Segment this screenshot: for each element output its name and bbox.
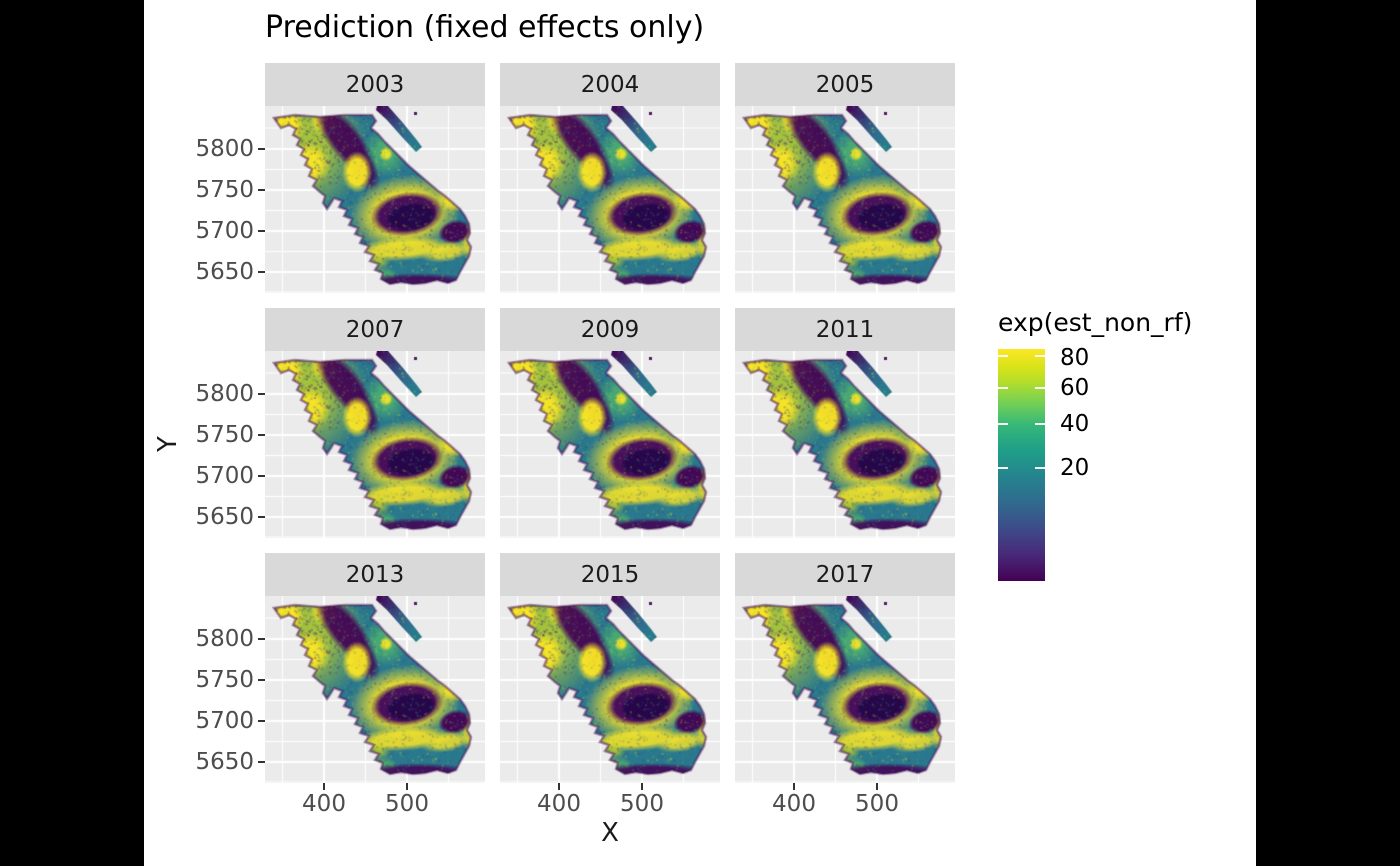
y-tick-label: 5800 bbox=[195, 626, 254, 652]
plot-figure: Prediction (fixed effects only) 2003 2004… bbox=[144, 0, 1256, 866]
map-canvas-2004 bbox=[500, 106, 720, 293]
y-tick-mark bbox=[258, 475, 265, 477]
map-canvas-2007 bbox=[265, 351, 485, 538]
facet-strip-2004: 2004 bbox=[500, 63, 720, 106]
legend-tick-mark bbox=[998, 467, 1008, 469]
facet-panel-2017 bbox=[735, 596, 955, 783]
x-tick-label: 500 bbox=[620, 791, 664, 817]
y-tick-mark bbox=[258, 516, 265, 518]
y-tick-mark bbox=[258, 720, 265, 722]
map-canvas-2011 bbox=[735, 351, 955, 538]
facet-strip-label: 2003 bbox=[345, 71, 405, 98]
x-axis-title: X bbox=[601, 818, 619, 848]
facet-panel-2005 bbox=[735, 106, 955, 293]
legend-tick-label: 60 bbox=[1060, 375, 1090, 401]
x-tick-label: 500 bbox=[855, 791, 899, 817]
plot-title: Prediction (fixed effects only) bbox=[265, 10, 705, 45]
x-tick-label: 400 bbox=[302, 791, 346, 817]
facet-strip-label: 2017 bbox=[815, 561, 875, 588]
facet-strip-2005: 2005 bbox=[735, 63, 955, 106]
y-tick-label: 5750 bbox=[195, 667, 254, 693]
facet-strip-2017: 2017 bbox=[735, 553, 955, 596]
y-tick-label: 5650 bbox=[195, 749, 254, 775]
facet-panel-2003 bbox=[265, 106, 485, 293]
facet-strip-label: 2005 bbox=[815, 71, 875, 98]
facet-strip-2015: 2015 bbox=[500, 553, 720, 596]
x-tick-mark bbox=[406, 783, 408, 790]
x-tick-label: 400 bbox=[537, 791, 581, 817]
x-tick-mark bbox=[323, 783, 325, 790]
y-tick-mark bbox=[258, 761, 265, 763]
legend-tick-mark bbox=[998, 355, 1008, 357]
legend-tick-label: 80 bbox=[1060, 345, 1090, 371]
y-tick-label: 5750 bbox=[195, 177, 254, 203]
y-tick-mark bbox=[258, 189, 265, 191]
y-tick-mark bbox=[258, 434, 265, 436]
facet-panel-2013 bbox=[265, 596, 485, 783]
facet-panel-2011 bbox=[735, 351, 955, 538]
y-tick-label: 5700 bbox=[195, 463, 254, 489]
y-tick-label: 5650 bbox=[195, 259, 254, 285]
legend-tick-mark bbox=[1035, 467, 1045, 469]
facet-strip-label: 2015 bbox=[580, 561, 640, 588]
y-tick-label: 5650 bbox=[195, 504, 254, 530]
y-tick-label: 5800 bbox=[195, 381, 254, 407]
x-tick-mark bbox=[876, 783, 878, 790]
x-tick-mark bbox=[558, 783, 560, 790]
y-tick-mark bbox=[258, 638, 265, 640]
facet-panel-2009 bbox=[500, 351, 720, 538]
y-tick-mark bbox=[258, 679, 265, 681]
facet-panel-2015 bbox=[500, 596, 720, 783]
facet-strip-label: 2011 bbox=[815, 316, 875, 343]
legend-tick-label: 40 bbox=[1060, 411, 1090, 437]
legend-tick-mark bbox=[1035, 387, 1045, 389]
facet-strip-label: 2009 bbox=[580, 316, 640, 343]
y-tick-label: 5700 bbox=[195, 708, 254, 734]
legend-tick-label: 20 bbox=[1060, 455, 1090, 481]
legend-tick-mark bbox=[1035, 423, 1045, 425]
map-canvas-2003 bbox=[265, 106, 485, 293]
facet-strip-2011: 2011 bbox=[735, 308, 955, 351]
x-tick-mark bbox=[793, 783, 795, 790]
legend-tick-mark bbox=[998, 387, 1008, 389]
facet-strip-2003: 2003 bbox=[265, 63, 485, 106]
y-axis-title: Y bbox=[153, 436, 183, 452]
y-tick-label: 5800 bbox=[195, 136, 254, 162]
facet-strip-2013: 2013 bbox=[265, 553, 485, 596]
y-tick-mark bbox=[258, 230, 265, 232]
facet-strip-label: 2007 bbox=[345, 316, 405, 343]
facet-strip-label: 2004 bbox=[580, 71, 640, 98]
map-canvas-2009 bbox=[500, 351, 720, 538]
facet-strip-2009: 2009 bbox=[500, 308, 720, 351]
map-canvas-2013 bbox=[265, 596, 485, 783]
map-canvas-2017 bbox=[735, 596, 955, 783]
facet-panel-2004 bbox=[500, 106, 720, 293]
legend-colorbar bbox=[998, 349, 1045, 581]
y-tick-mark bbox=[258, 271, 265, 273]
map-canvas-2015 bbox=[500, 596, 720, 783]
facet-strip-2007: 2007 bbox=[265, 308, 485, 351]
y-tick-label: 5700 bbox=[195, 218, 254, 244]
y-tick-label: 5750 bbox=[195, 422, 254, 448]
facet-strip-label: 2013 bbox=[345, 561, 405, 588]
x-tick-label: 500 bbox=[385, 791, 429, 817]
legend-tick-mark bbox=[1035, 355, 1045, 357]
y-tick-mark bbox=[258, 393, 265, 395]
y-tick-mark bbox=[258, 148, 265, 150]
facet-panel-2007 bbox=[265, 351, 485, 538]
legend-tick-mark bbox=[998, 423, 1008, 425]
x-tick-label: 400 bbox=[772, 791, 816, 817]
legend-title: exp(est_non_rf) bbox=[998, 308, 1193, 337]
x-tick-mark bbox=[641, 783, 643, 790]
map-canvas-2005 bbox=[735, 106, 955, 293]
